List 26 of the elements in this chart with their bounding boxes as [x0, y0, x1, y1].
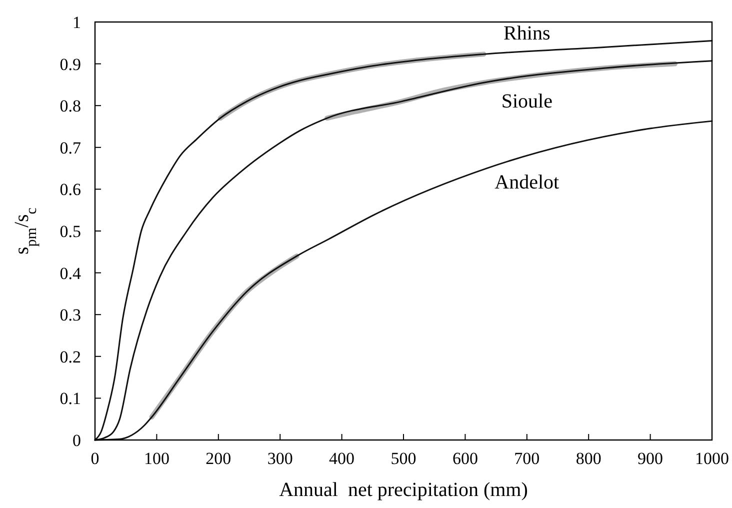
x-tick-label: 700: [514, 449, 540, 468]
x-axis-title: Annual net precipitation (mm): [279, 479, 528, 501]
y-tick-label: 0.2: [60, 347, 81, 366]
x-tick-label: 800: [576, 449, 602, 468]
series-label: Andelot: [494, 171, 560, 194]
x-tick-label: 400: [329, 449, 355, 468]
y-tick-label: 0.5: [60, 222, 81, 241]
x-tick-label: 200: [206, 449, 232, 468]
series-label: Rhins: [504, 22, 550, 45]
y-tick-label: 1: [72, 12, 81, 32]
x-tick-label: 100: [144, 449, 170, 468]
y-tick-label: 0.4: [60, 264, 82, 283]
series-label: Sioule: [501, 90, 553, 112]
y-tick-label: 0.9: [60, 54, 81, 74]
x-tick-label: 0: [90, 449, 100, 468]
y-tick-label: 0.8: [60, 96, 81, 116]
y-tick-label: 0.1: [60, 389, 81, 408]
y-tick-label: 0: [72, 430, 81, 450]
x-tick-label: 500: [390, 449, 416, 468]
y-tick-label: 0.3: [60, 306, 81, 325]
x-tick-label: 600: [452, 449, 478, 468]
y-tick-label: 0.6: [60, 180, 81, 200]
x-tick-label: 300: [267, 449, 293, 468]
x-tick-label: 1000: [695, 449, 729, 468]
y-tick-label: 0.7: [60, 138, 82, 158]
x-tick-label: 900: [638, 449, 664, 468]
